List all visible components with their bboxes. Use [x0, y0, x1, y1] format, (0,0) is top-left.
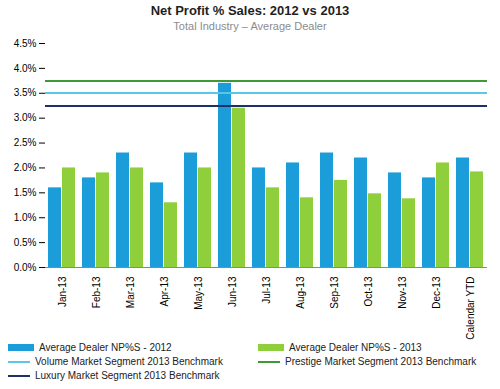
html-text:Average Dealer NP%S - 2012: Average Dealer NP%S - 2012 — [39, 342, 172, 353]
svg-text:Mar-13: Mar-13 — [125, 276, 136, 308]
svg-text:Sep-13: Sep-13 — [329, 276, 340, 309]
svg-text:Aug-13: Aug-13 — [295, 276, 306, 309]
svg-text:3.5%: 3.5% — [14, 87, 37, 98]
svg-text:1.0%: 1.0% — [14, 212, 37, 223]
html-text:Net Profit % Sales: 2012 vs 20: Net Profit % Sales: 2012 vs 2013 — [150, 3, 350, 18]
svg-text:2.0%: 2.0% — [14, 162, 37, 173]
svg-text:0.0%: 0.0% — [14, 262, 37, 273]
html-text:Average Dealer NP%S - 2013: Average Dealer NP%S - 2013 — [289, 342, 422, 353]
svg-text:4.0%: 4.0% — [14, 63, 37, 74]
html-text:Volume Market Segment 2013 Ben: Volume Market Segment 2013 Benchmark — [35, 356, 223, 367]
svg-text:Feb-13: Feb-13 — [91, 276, 102, 308]
svg-text:4.5%: 4.5% — [14, 38, 37, 49]
svg-text:Oct-13: Oct-13 — [363, 276, 374, 306]
html-text:Luxury Market Segment 2013 Ben: Luxury Market Segment 2013 Benchmark — [35, 370, 220, 381]
svg-text:3.0%: 3.0% — [14, 112, 37, 123]
svg-text:2.5%: 2.5% — [14, 137, 37, 148]
html-text:Prestige Market Segment 2013 B: Prestige Market Segment 2013 Benchmark — [285, 356, 477, 367]
svg-text:Calendar YTD: Calendar YTD — [465, 277, 476, 340]
svg-text:Jun-13: Jun-13 — [227, 276, 238, 307]
svg-text:Jul-13: Jul-13 — [261, 276, 272, 304]
svg-text:Apr-13: Apr-13 — [159, 276, 170, 306]
svg-text:May-13: May-13 — [193, 276, 204, 310]
svg-text:1.5%: 1.5% — [14, 187, 37, 198]
svg-text:Nov-13: Nov-13 — [397, 276, 408, 309]
svg-text:0.5%: 0.5% — [14, 237, 37, 248]
html-text:Total Industry – Average Deale: Total Industry – Average Dealer — [173, 20, 327, 32]
svg-text:Dec-13: Dec-13 — [431, 276, 442, 309]
svg-text:Jan-13: Jan-13 — [57, 276, 68, 307]
